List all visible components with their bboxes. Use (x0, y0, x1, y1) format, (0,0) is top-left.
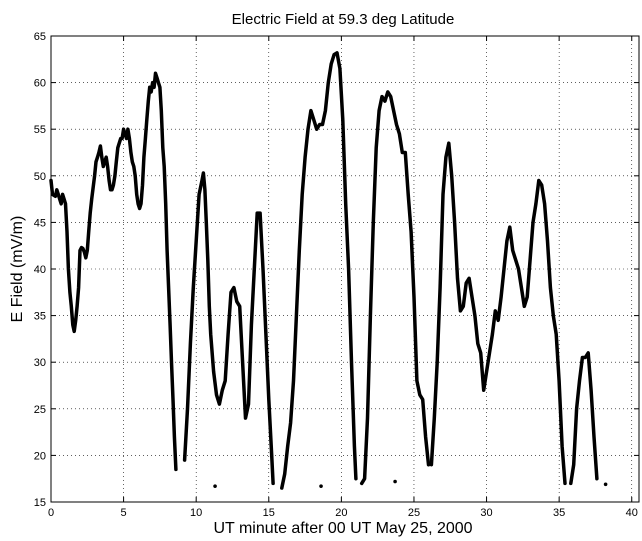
data-series (49, 51, 608, 490)
y-tick-label: 30 (34, 357, 46, 369)
y-tick-label: 35 (34, 311, 46, 323)
data-point (603, 482, 608, 487)
series-line-segment (182, 171, 275, 486)
x-tick-label: 20 (335, 507, 347, 519)
x-tick-label: 5 (121, 507, 127, 519)
y-axis-label: E Field (mV/m) (9, 216, 26, 323)
series-line-segment (569, 351, 599, 486)
data-point (393, 479, 397, 484)
series-line-segment (49, 71, 178, 472)
data-point (319, 484, 323, 488)
data-point (213, 484, 217, 488)
y-tick-label: 15 (34, 497, 46, 509)
x-tick-label: 30 (480, 507, 492, 519)
x-tick-label: 10 (190, 507, 202, 519)
chart-title: Electric Field at 59.3 deg Latitude (232, 11, 455, 28)
y-tick-label: 25 (34, 404, 46, 416)
x-tick-label: 0 (48, 507, 54, 519)
series-line-segment (429, 141, 567, 486)
x-axis-ticks: 0 5 10 15 20 25 30 35 40 (48, 36, 638, 519)
y-tick-label: 40 (34, 264, 46, 276)
y-tick-label: 20 (34, 450, 46, 462)
x-tick-label: 25 (408, 507, 420, 519)
series-line-segment (280, 51, 358, 490)
x-tick-label: 15 (263, 507, 275, 519)
x-tick-label: 40 (626, 507, 638, 519)
series-line-segment (359, 90, 431, 486)
y-tick-label: 60 (34, 78, 46, 90)
y-axis-ticks: 15 20 25 30 35 40 45 50 55 60 65 (34, 31, 639, 509)
y-tick-label: 65 (34, 31, 46, 43)
y-tick-label: 50 (34, 171, 46, 183)
y-tick-label: 45 (34, 217, 46, 229)
y-tick-label: 55 (34, 124, 46, 136)
x-axis-label: UT minute after 00 UT May 25, 2000 (213, 520, 472, 537)
x-tick-label: 35 (553, 507, 565, 519)
